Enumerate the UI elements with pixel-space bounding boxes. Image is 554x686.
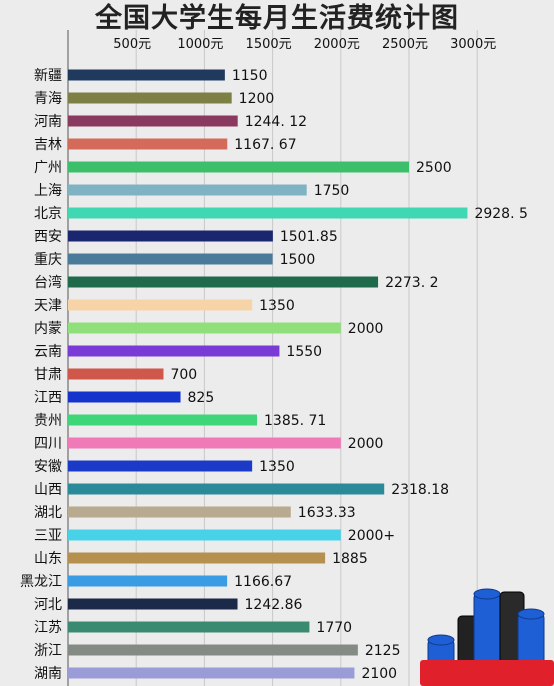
red-scribble-mark: [420, 660, 554, 686]
x-tick-label: 1500元: [246, 37, 292, 52]
category-label: 河南: [34, 114, 62, 130]
category-label: 山东: [34, 551, 62, 567]
data-label: 1166.67: [234, 574, 292, 590]
data-label: 2273. 2: [385, 275, 438, 291]
bar: [68, 92, 232, 104]
x-tick-label: 500元: [113, 37, 151, 52]
bar: [68, 368, 164, 380]
bar: [68, 529, 341, 541]
bar: [68, 552, 326, 564]
category-label: 上海: [34, 183, 62, 199]
data-label: 1242.86: [245, 597, 303, 613]
bar: [68, 598, 238, 610]
bar: [68, 345, 280, 357]
data-label: 1350: [259, 298, 295, 314]
x-tick-label: 2000元: [314, 37, 360, 52]
bar: [68, 621, 310, 633]
data-label: 2125: [365, 643, 401, 659]
category-label: 台湾: [34, 274, 62, 291]
category-label: 甘肃: [34, 367, 62, 383]
category-label: 重庆: [34, 252, 62, 268]
category-label: 贵州: [34, 413, 62, 429]
bar: [68, 483, 385, 495]
bar: [68, 667, 355, 679]
data-label: 1244. 12: [245, 114, 307, 130]
data-label: 2500: [416, 160, 452, 176]
x-tick-label: 1000元: [177, 37, 223, 52]
data-label: 2928. 5: [474, 206, 527, 222]
bar: [68, 207, 468, 219]
bar: [68, 322, 341, 334]
category-label: 青海: [34, 91, 62, 107]
data-label: 2000+: [348, 528, 395, 544]
category-label: 内蒙: [34, 321, 62, 337]
category-label: 三亚: [34, 528, 62, 544]
data-label: 1550: [286, 344, 322, 360]
data-label: 1500: [280, 252, 316, 268]
x-tick-label: 2500元: [382, 37, 428, 52]
data-label: 1150: [232, 68, 268, 84]
data-label: 825: [188, 390, 215, 406]
data-label: 1167. 67: [234, 137, 296, 153]
category-label: 云南: [34, 344, 62, 360]
bar: [68, 460, 253, 472]
category-label: 河北: [34, 597, 62, 613]
data-label: 1633.33: [298, 505, 356, 521]
data-label: 1385. 71: [264, 413, 326, 429]
category-label: 天津: [34, 298, 62, 314]
bar: [68, 230, 273, 242]
chart-title: 全国大学生每月生活费统计图: [95, 3, 459, 34]
category-label: 湖南: [34, 666, 62, 682]
data-label: 2000: [348, 436, 384, 452]
category-label: 西安: [34, 229, 62, 245]
category-label: 江苏: [34, 620, 62, 636]
category-label: 吉林: [34, 137, 62, 153]
bar: [68, 575, 228, 587]
bar: [68, 253, 273, 265]
data-label: 1350: [259, 459, 295, 475]
bar: [68, 138, 228, 150]
data-label: 2100: [361, 666, 397, 682]
x-tick-label: 3000元: [450, 37, 496, 52]
bar: [68, 69, 225, 81]
bar: [68, 184, 307, 196]
data-label: 1750: [314, 183, 350, 199]
category-label: 湖北: [34, 505, 62, 521]
data-label: 1200: [239, 91, 275, 107]
bar: [68, 437, 341, 449]
data-label: 1770: [316, 620, 352, 636]
category-label: 江西: [34, 390, 62, 406]
data-label: 2318.18: [391, 482, 449, 498]
category-label: 新疆: [34, 68, 62, 84]
bar: [68, 414, 258, 426]
category-label: 黑龙江: [20, 574, 62, 590]
category-label: 安徽: [34, 459, 62, 475]
bar: [68, 161, 409, 173]
data-label: 700: [170, 367, 197, 383]
bar: [68, 276, 379, 288]
category-label: 浙江: [34, 643, 62, 659]
bar: [68, 391, 181, 403]
data-label: 1885: [332, 551, 368, 567]
bar: [68, 644, 358, 656]
category-label: 四川: [34, 436, 62, 452]
data-label: 2000: [348, 321, 384, 337]
bar: [68, 506, 291, 518]
category-label: 北京: [34, 206, 62, 222]
bar: [68, 115, 238, 127]
category-label: 山西: [34, 482, 62, 498]
bar: [68, 299, 253, 311]
category-label: 广州: [34, 160, 62, 176]
data-label: 1501.85: [280, 229, 338, 245]
